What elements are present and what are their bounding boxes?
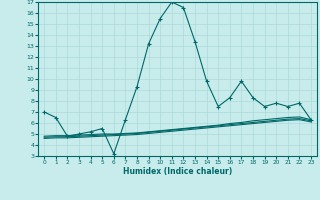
X-axis label: Humidex (Indice chaleur): Humidex (Indice chaleur) — [123, 167, 232, 176]
